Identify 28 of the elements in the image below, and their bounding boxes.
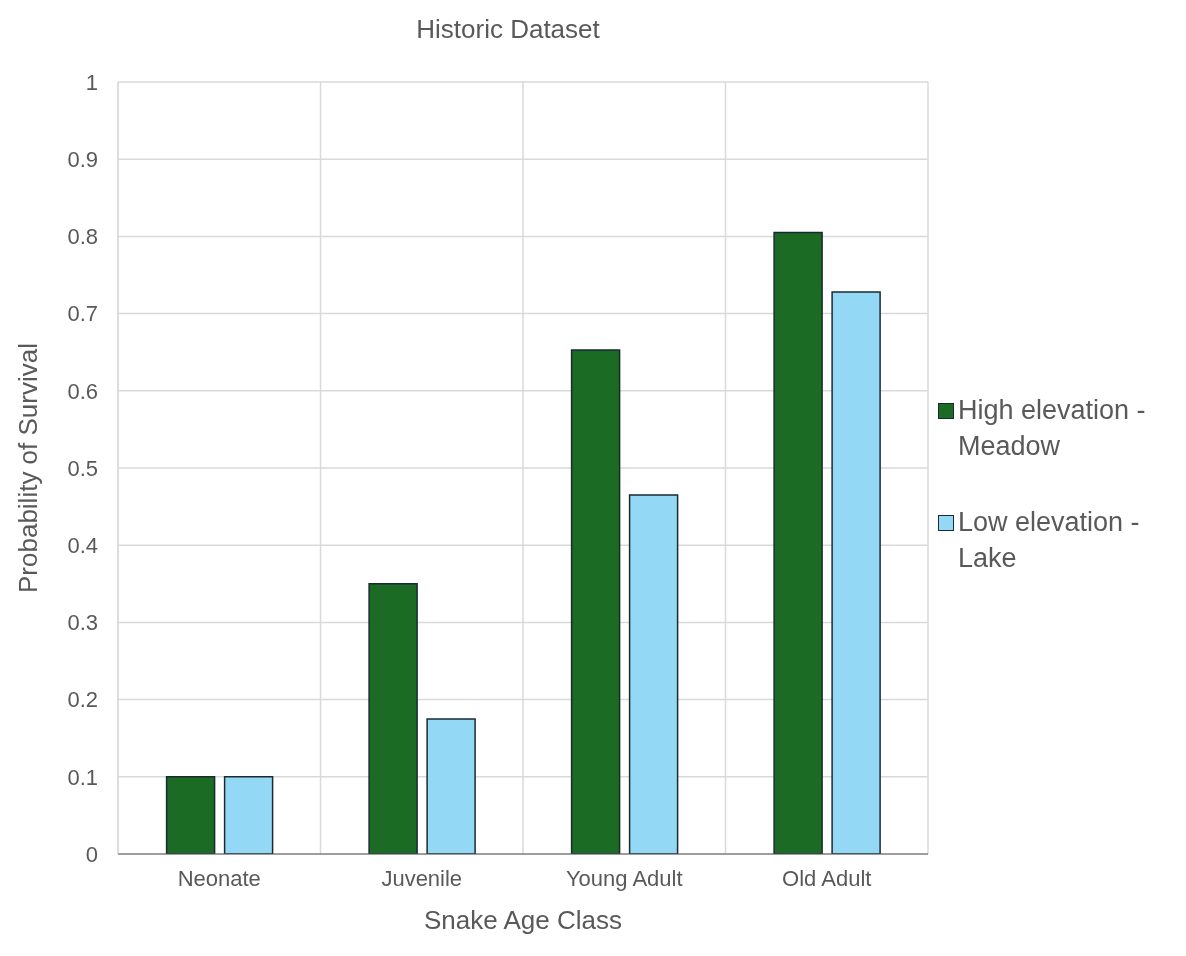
y-tick-label: 0.1 — [67, 764, 98, 790]
bar — [831, 291, 881, 854]
bar — [368, 583, 418, 854]
x-tick-label: Neonate — [177, 865, 261, 891]
bar — [426, 718, 476, 854]
legend-label: High elevation - Meadow — [958, 394, 1147, 463]
y-tick-label: 0.6 — [67, 378, 98, 404]
bar — [165, 776, 216, 854]
x-axis-title: Snake Age Class — [423, 905, 623, 935]
x-tick-label: Old Adult — [782, 865, 872, 891]
x-tick-label: Young Adult — [565, 865, 683, 891]
x-tick-label: Juvenile — [381, 865, 463, 891]
legend-label: Low elevation - Lake — [958, 506, 1141, 575]
bar — [628, 494, 679, 854]
y-tick-label: 0.7 — [67, 301, 98, 327]
y-tick-label: 0.4 — [67, 533, 98, 559]
chart-title: Historic Dataset — [415, 13, 601, 46]
y-tick-label: 1 — [85, 69, 98, 95]
y-tick-label: 0.9 — [67, 147, 98, 173]
y-tick-label: 0.3 — [67, 610, 98, 636]
y-tick-label: 0.8 — [67, 224, 98, 250]
bar — [223, 776, 274, 854]
y-axis-title: Probability of Survival — [13, 343, 44, 593]
y-tick-label: 0.5 — [67, 455, 98, 481]
bar — [773, 231, 823, 854]
bar — [570, 349, 621, 854]
y-tick-label: 0 — [85, 841, 98, 867]
y-tick-label: 0.2 — [67, 687, 98, 713]
